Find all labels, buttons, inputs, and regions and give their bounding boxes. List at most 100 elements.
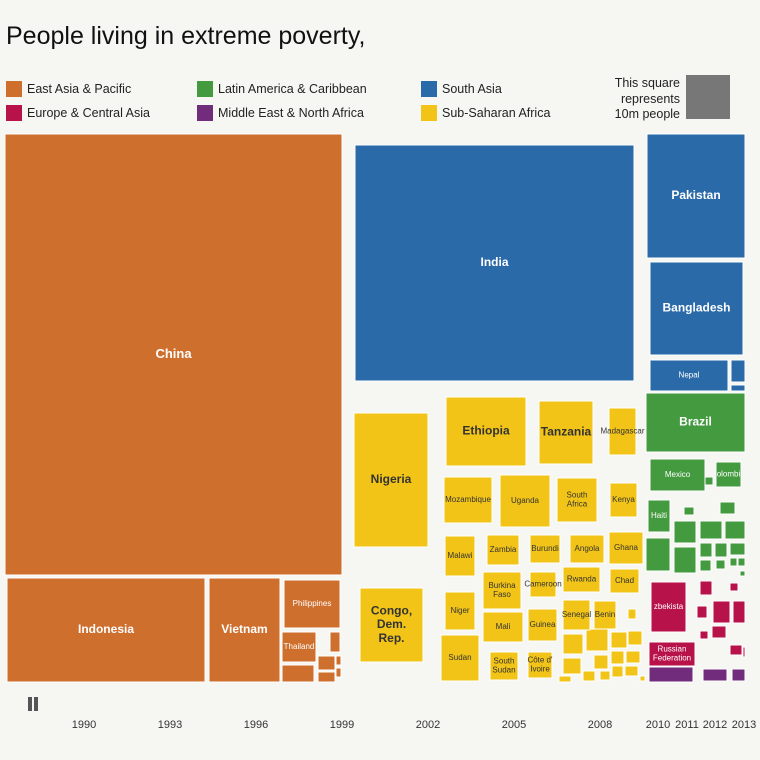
year-1990[interactable]: 1990 <box>71 719 97 731</box>
treemap-block-unlabeled[interactable] <box>699 542 713 558</box>
treemap-block-unlabeled[interactable] <box>627 608 637 620</box>
treemap-block-unlabeled[interactable] <box>719 501 736 515</box>
treemap-block-unlabeled[interactable] <box>715 559 726 570</box>
treemap-block-unlabeled[interactable] <box>724 520 746 540</box>
treemap-block-mozambique[interactable] <box>443 476 493 524</box>
treemap-block-unlabeled[interactable] <box>699 630 709 640</box>
treemap-block-unlabeled[interactable] <box>729 557 738 567</box>
treemap-block-unlabeled[interactable] <box>711 625 727 639</box>
treemap-block-congo-dem-rep[interactable] <box>359 587 424 663</box>
year-2013[interactable]: 2013 <box>731 719 757 731</box>
legend-item-europe-central-asia[interactable]: Europe & Central Asia <box>6 104 150 122</box>
treemap-block-unlabeled[interactable] <box>611 665 624 678</box>
legend-item-east-asia-pacific[interactable]: East Asia & Pacific <box>6 80 131 98</box>
treemap-block-unlabeled[interactable] <box>683 506 695 516</box>
treemap-block-unlabeled[interactable] <box>317 671 336 683</box>
year-2010[interactable]: 2010 <box>645 719 671 731</box>
treemap-block-tanzania[interactable] <box>538 400 594 465</box>
treemap-block-unlabeled[interactable] <box>648 666 694 683</box>
treemap-block-cameroon[interactable] <box>529 571 557 598</box>
treemap-block-china[interactable] <box>4 133 343 576</box>
treemap-block-kenya[interactable] <box>609 482 638 518</box>
treemap-block-pakistan[interactable] <box>646 133 746 259</box>
treemap-block-rwanda[interactable] <box>562 566 601 593</box>
treemap-block-unlabeled[interactable] <box>317 655 336 671</box>
pause-icon[interactable] <box>27 697 39 711</box>
treemap-block-unlabeled[interactable] <box>585 628 609 652</box>
treemap-block-unlabeled[interactable] <box>639 675 646 682</box>
treemap-block-bangladesh[interactable] <box>649 261 744 356</box>
treemap-block-chad[interactable] <box>609 568 640 594</box>
treemap-block-unlabeled[interactable] <box>729 582 739 592</box>
treemap-block-unlabeled[interactable] <box>696 605 708 619</box>
treemap-block-russian-federation[interactable] <box>648 641 696 667</box>
year-1996[interactable]: 1996 <box>243 719 269 731</box>
year-2008[interactable]: 2008 <box>587 719 613 731</box>
treemap-block-thailand[interactable] <box>281 631 317 663</box>
treemap-block-unlabeled[interactable] <box>281 664 315 683</box>
treemap-block-c-te-d-ivoire[interactable] <box>527 651 553 679</box>
legend-item-south-asia[interactable]: South Asia <box>421 80 502 98</box>
treemap-block-unlabeled[interactable] <box>625 650 641 664</box>
treemap-block-unlabeled[interactable] <box>335 655 342 666</box>
year-2011[interactable]: 2011 <box>675 719 699 731</box>
treemap-block-nigeria[interactable] <box>353 412 429 548</box>
treemap-block-india[interactable] <box>354 144 635 382</box>
treemap-block-unlabeled[interactable] <box>732 600 746 624</box>
legend-item-latin-america-caribbean[interactable]: Latin America & Caribbean <box>197 80 367 98</box>
treemap-block-mexico[interactable] <box>649 458 706 492</box>
treemap-block-burkina-faso[interactable] <box>482 571 522 610</box>
treemap-block-unlabeled[interactable] <box>627 630 643 646</box>
treemap-block-niger[interactable] <box>444 591 476 631</box>
treemap-block-unlabeled[interactable] <box>624 665 639 677</box>
treemap-block-ethiopia[interactable] <box>445 396 527 467</box>
treemap-block-unlabeled[interactable] <box>599 670 611 681</box>
treemap-block-senegal[interactable] <box>562 599 591 631</box>
treemap-block-indonesia[interactable] <box>6 577 206 683</box>
treemap-block-ghana[interactable] <box>608 531 644 565</box>
treemap-block-unlabeled[interactable] <box>562 657 582 675</box>
treemap-block-unlabeled[interactable] <box>699 559 712 572</box>
year-2002[interactable]: 2002 <box>415 719 441 731</box>
treemap-block-unlabeled[interactable] <box>582 670 596 682</box>
treemap-block-colombia[interactable] <box>715 461 742 488</box>
treemap-block-unlabeled[interactable] <box>673 546 697 574</box>
treemap-block-south-africa[interactable] <box>556 477 598 523</box>
treemap-block-sudan[interactable] <box>440 634 480 682</box>
treemap-block-unlabeled[interactable] <box>699 520 723 540</box>
treemap-block-unlabeled[interactable] <box>714 542 728 558</box>
treemap-block-unlabeled[interactable] <box>729 542 746 556</box>
treemap-block-uganda[interactable] <box>499 474 551 528</box>
treemap-block-unlabeled[interactable] <box>737 557 746 567</box>
treemap-block-unlabeled[interactable] <box>729 644 743 656</box>
treemap-block-unlabeled[interactable] <box>699 580 713 596</box>
treemap-block-guinea[interactable] <box>527 608 558 642</box>
treemap-block-unlabeled[interactable] <box>645 537 671 572</box>
treemap-block-unlabeled[interactable] <box>730 384 746 392</box>
treemap-block-unlabeled[interactable] <box>329 631 341 653</box>
year-2005[interactable]: 2005 <box>501 719 527 731</box>
treemap-block-unlabeled[interactable] <box>562 633 584 655</box>
treemap-block-nepal[interactable] <box>649 359 729 392</box>
treemap-block-benin[interactable] <box>593 600 617 630</box>
treemap-block-unlabeled[interactable] <box>673 520 697 544</box>
treemap-block-mali[interactable] <box>482 611 524 643</box>
treemap-block-haiti[interactable] <box>647 499 671 533</box>
year-1999[interactable]: 1999 <box>329 719 355 731</box>
year-1993[interactable]: 1993 <box>157 719 183 731</box>
treemap-block-uzbekistan[interactable] <box>650 581 687 633</box>
treemap-block-unlabeled[interactable] <box>702 668 728 682</box>
treemap-block-burundi[interactable] <box>529 534 561 564</box>
treemap-block-south-sudan[interactable] <box>489 651 519 681</box>
treemap-block-unlabeled[interactable] <box>610 631 628 649</box>
treemap-block-unlabeled[interactable] <box>593 654 609 670</box>
treemap-block-unlabeled[interactable] <box>610 650 625 665</box>
year-2012[interactable]: 2012 <box>702 719 728 731</box>
treemap-block-unlabeled[interactable] <box>558 675 572 683</box>
treemap-block-zambia[interactable] <box>486 534 520 566</box>
treemap-block-angola[interactable] <box>569 534 605 564</box>
treemap-block-unlabeled[interactable] <box>730 359 746 383</box>
treemap-block-unlabeled[interactable] <box>712 600 731 624</box>
legend-item-sub-saharan-africa[interactable]: Sub-Saharan Africa <box>421 104 550 122</box>
treemap-block-unlabeled[interactable] <box>742 646 746 658</box>
